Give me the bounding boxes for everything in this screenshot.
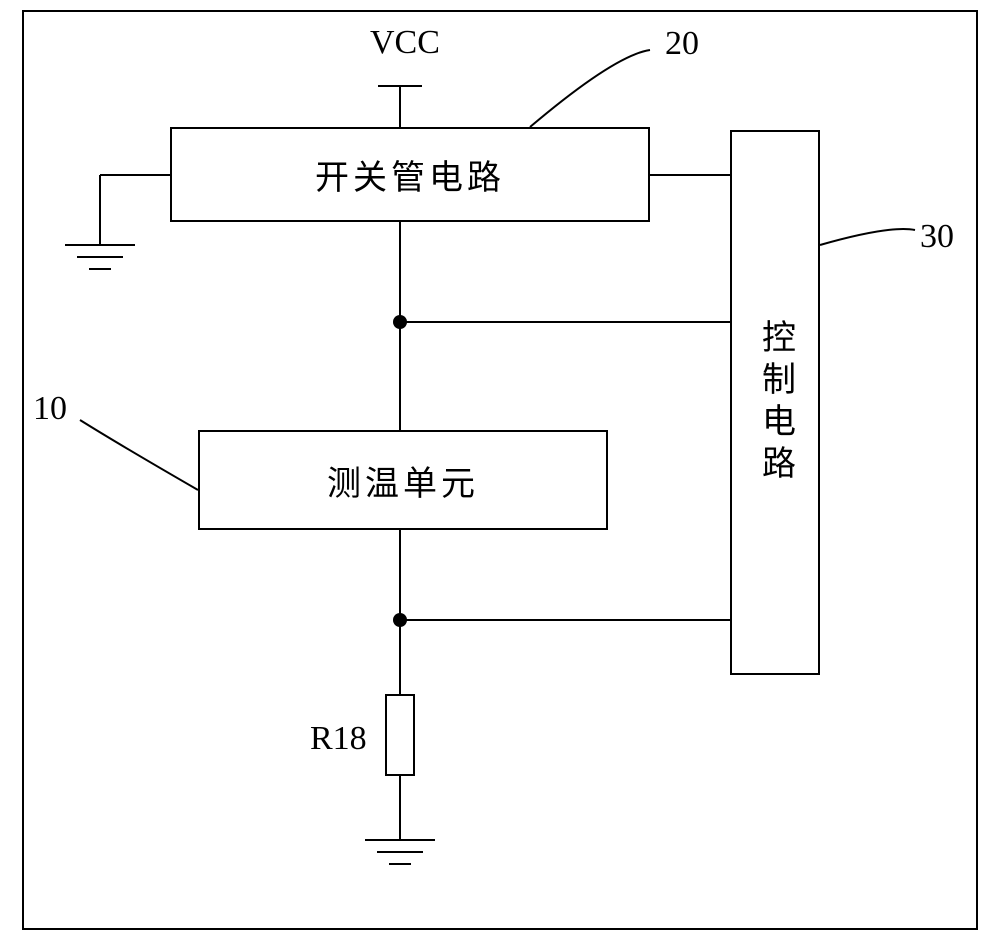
vcc-label: VCC xyxy=(370,24,440,62)
control-circuit-label: 控制电路 xyxy=(751,319,800,487)
resistor-label: R18 xyxy=(310,720,367,758)
ref-30-label: 30 xyxy=(920,218,954,256)
control-circuit-box: 控制电路 xyxy=(730,130,820,675)
switch-circuit-label: 开关管电路 xyxy=(315,150,505,199)
switch-circuit-box: 开关管电路 xyxy=(170,127,650,222)
ref-20-label: 20 xyxy=(665,25,699,63)
temp-unit-label: 测温单元 xyxy=(327,456,479,505)
ref-10-label: 10 xyxy=(33,390,67,428)
temp-unit-box: 测温单元 xyxy=(198,430,608,530)
